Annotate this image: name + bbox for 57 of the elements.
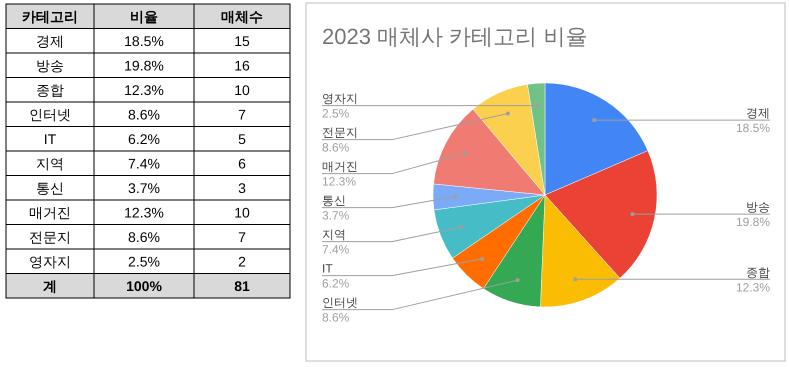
text: 전문지 <box>29 228 71 245</box>
text: 10 <box>234 204 250 220</box>
text: 경제 <box>36 32 64 49</box>
data-label: 19.8% <box>736 215 770 230</box>
text: 12.3% <box>124 204 164 220</box>
data-label: 2.5% <box>322 106 350 121</box>
text: 비율 <box>130 8 158 24</box>
chart-title: 2023 매체사 카테고리 비율 <box>322 24 588 49</box>
slice-label: 전문지 <box>322 126 358 140</box>
text: 방송 <box>36 57 64 74</box>
data-label: 8.6% <box>322 140 350 155</box>
text: 18.5% <box>124 32 164 49</box>
text: 7.4% <box>128 155 160 172</box>
data-label: 7.4% <box>322 242 350 257</box>
slice-label: 종합 <box>746 265 770 280</box>
text: 8.6% <box>128 228 160 245</box>
data-label: 18.5% <box>736 121 770 136</box>
text: 5 <box>238 130 246 147</box>
slice-label: 매거진 <box>322 160 358 174</box>
text: 계 <box>43 278 57 294</box>
text: IT <box>44 130 56 147</box>
text: 7 <box>238 106 246 122</box>
text: 6 <box>238 155 246 172</box>
text: 100% <box>126 278 162 294</box>
text: 8.6% <box>128 106 160 122</box>
text: 16 <box>234 57 250 74</box>
data-label: 12.3% <box>736 280 770 294</box>
slice-label: 영자지 <box>322 92 358 106</box>
text: 19.8% <box>124 57 164 74</box>
text: 2 <box>238 253 246 270</box>
slice-label: IT <box>322 262 334 276</box>
slice-label: 지역 <box>322 228 346 242</box>
text: 매거진 <box>29 204 71 220</box>
text: 카테고리 <box>22 8 78 24</box>
text: 81 <box>234 278 250 294</box>
text: 7 <box>238 228 246 245</box>
slice-label: 방송 <box>746 200 770 214</box>
text: 2.5% <box>128 253 160 270</box>
text: 3 <box>238 180 246 196</box>
data-label: 6.2% <box>322 276 350 291</box>
text: 10 <box>234 82 250 98</box>
slice-label: 통신 <box>322 194 346 208</box>
data-label: 12.3% <box>322 174 356 189</box>
data-label: 3.7% <box>322 208 350 223</box>
text: 매체수 <box>221 8 263 24</box>
data-label: 8.6% <box>322 310 350 325</box>
text: 통신 <box>36 180 64 196</box>
text: 12.3% <box>124 82 164 98</box>
text: 종합 <box>36 82 64 98</box>
slice-label: 인터넷 <box>322 296 358 310</box>
text: 영자지 <box>29 253 71 270</box>
text: 6.2% <box>128 130 160 147</box>
text: 인터넷 <box>29 106 71 122</box>
text: 지역 <box>36 155 64 172</box>
text: 3.7% <box>128 180 160 196</box>
slice-label: 경제 <box>746 106 770 120</box>
text: 15 <box>234 32 250 49</box>
